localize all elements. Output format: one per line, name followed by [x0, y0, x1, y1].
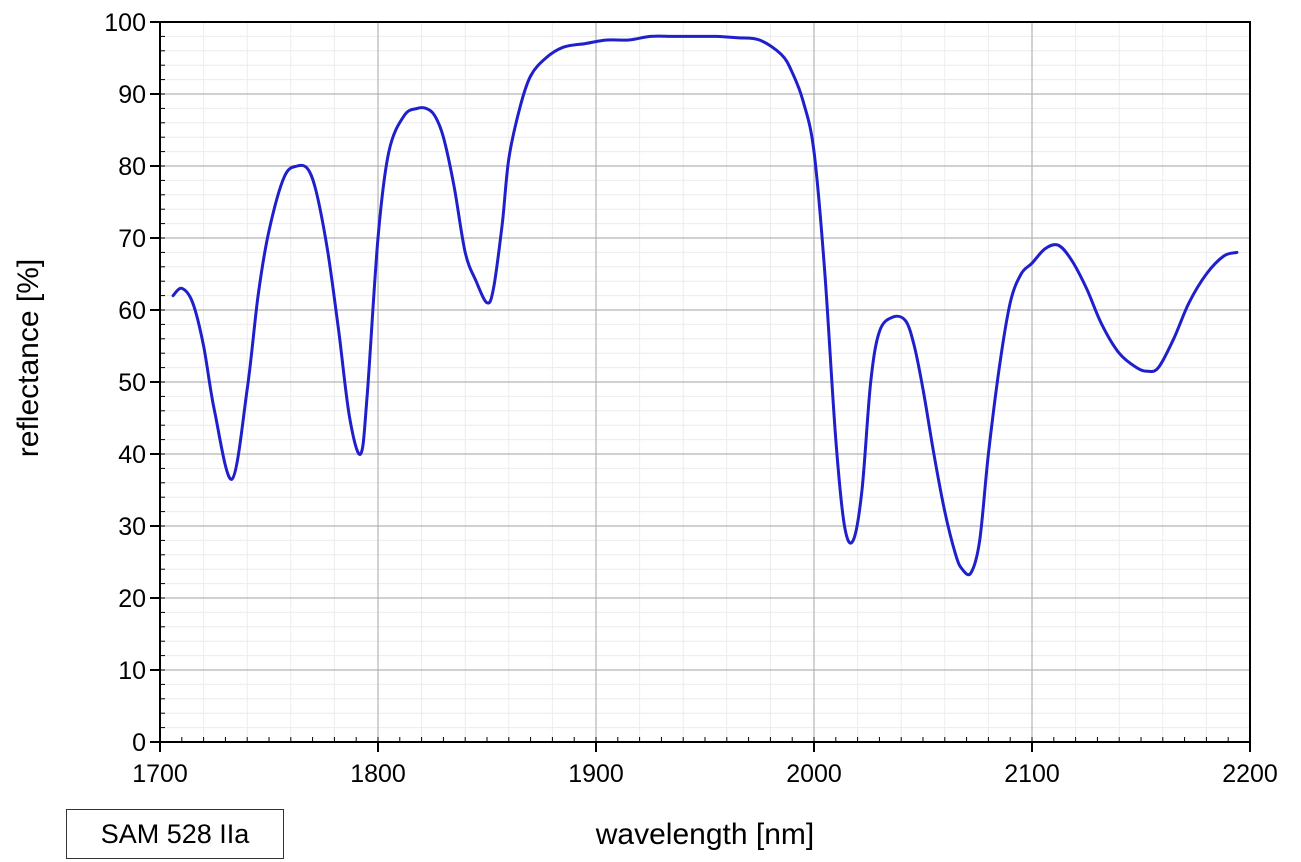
y-tick-label: 40 [118, 441, 146, 469]
x-tick-label: 2100 [1004, 760, 1060, 788]
x-axis-title: wavelength [nm] [595, 818, 814, 851]
y-tick-label: 60 [118, 297, 146, 325]
x-tick-label: 2200 [1222, 760, 1278, 788]
x-tick-label: 1800 [350, 760, 406, 788]
series-line [171, 34, 1239, 577]
y-tick-label: 100 [104, 9, 146, 37]
sample-label: SAM 528 IIa [100, 818, 250, 849]
y-tick-label: 0 [132, 729, 146, 757]
y-tick-label: 30 [118, 513, 146, 541]
x-axis: 1700 1800 1900 2000 2100 2200 [132, 742, 1278, 788]
major-grid [159, 21, 1251, 743]
y-tick-label: 20 [118, 585, 146, 613]
y-tick-label: 90 [118, 81, 146, 109]
y-axis-title: reflectance [%] [12, 259, 45, 457]
x-tick-label: 1900 [568, 760, 624, 788]
y-axis: 0 10 20 30 40 50 60 70 80 90 100 [104, 9, 160, 757]
sample-label-box: SAM 528 IIa [66, 809, 284, 859]
x-tick-label: 2000 [786, 760, 842, 788]
x-tick-label: 1700 [132, 760, 188, 788]
y-tick-label: 80 [118, 153, 146, 181]
y-tick-label: 10 [118, 657, 146, 685]
y-tick-label: 50 [118, 369, 146, 397]
y-tick-label: 70 [118, 225, 146, 253]
